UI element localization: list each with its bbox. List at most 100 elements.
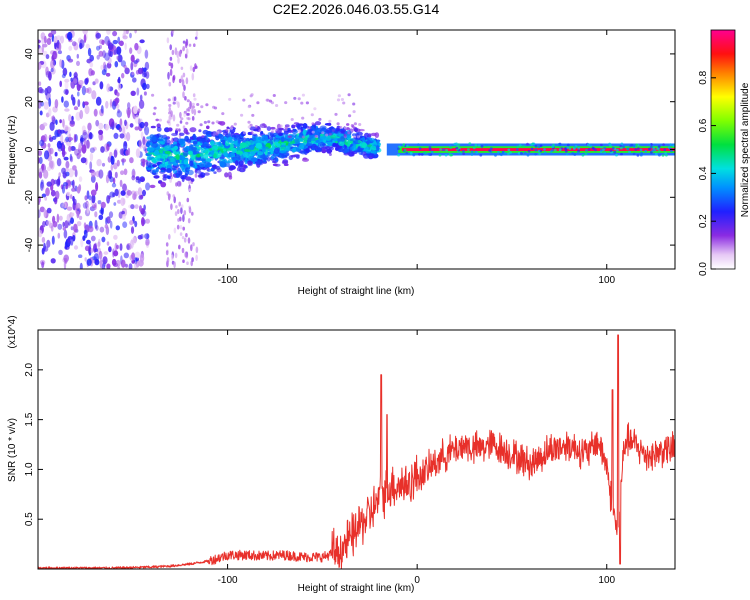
heatmap-cell [131, 259, 135, 264]
heatmap-cell [354, 127, 358, 133]
heatmap-cell [445, 149, 448, 152]
heatmap-cell [568, 147, 572, 150]
heatmap-cell [197, 110, 201, 114]
heatmap-cell [253, 128, 259, 132]
heatmap-cell [117, 108, 120, 114]
heatmap-cell [65, 185, 68, 190]
heatmap-cell [635, 143, 639, 147]
heatmap-cell [46, 220, 51, 226]
heatmap-cell [134, 126, 139, 131]
heatmap-cell [113, 149, 118, 158]
heatmap-cell [247, 120, 251, 124]
heatmap-cell [226, 126, 230, 130]
heatmap-cell [198, 161, 206, 168]
heatmap-cell [532, 142, 536, 146]
y-tick-label: 20 [24, 96, 35, 108]
spectrogram-xlabel: Height of straight line (km) [298, 286, 415, 297]
heatmap-cell [174, 211, 178, 217]
heatmap-cell [337, 94, 341, 98]
heatmap-cell [144, 233, 150, 240]
heatmap-cell [271, 160, 277, 164]
heatmap-cell [196, 103, 200, 106]
heatmap-cell [76, 210, 80, 219]
heatmap-cell [169, 178, 172, 183]
heatmap-cell [111, 182, 117, 188]
heatmap-cell [122, 198, 126, 205]
heatmap-cell [122, 35, 128, 40]
heatmap-cell [455, 142, 458, 145]
heatmap-cell [83, 222, 87, 229]
heatmap-cell [467, 148, 470, 151]
heatmap-cell [182, 226, 185, 231]
heatmap-cell [100, 134, 104, 141]
heatmap-cell [76, 60, 80, 66]
heatmap-cell [100, 201, 106, 209]
heatmap-cell [159, 149, 164, 154]
heatmap-cell [182, 40, 186, 44]
heatmap-cell [274, 138, 280, 142]
heatmap-cell [211, 145, 218, 152]
heatmap-cell [78, 80, 84, 85]
heatmap-cell [358, 123, 362, 126]
heatmap-cell [126, 132, 131, 142]
heatmap-cell [210, 150, 215, 156]
heatmap-cell [147, 151, 154, 155]
heatmap-cell [90, 175, 96, 183]
heatmap-cell [416, 143, 420, 146]
heatmap-cell [50, 59, 55, 70]
heatmap-cell [102, 256, 108, 265]
heatmap-cell [64, 108, 70, 112]
heatmap-cell [122, 183, 127, 192]
heatmap-cell [397, 153, 400, 157]
heatmap-cell [142, 158, 146, 168]
heatmap-cell [52, 215, 56, 224]
heatmap-cell [102, 50, 106, 58]
heatmap-cell [523, 151, 527, 154]
heatmap-cell [185, 121, 189, 125]
heatmap-cell [61, 96, 64, 103]
heatmap-cell [669, 143, 673, 146]
heatmap-cell [288, 135, 293, 139]
heatmap-cell [185, 233, 188, 238]
heatmap-cell [444, 153, 448, 157]
heatmap-cell [56, 178, 61, 187]
heatmap-cell [231, 135, 237, 138]
heatmap-cell [353, 135, 357, 139]
heatmap-cell [89, 132, 93, 140]
heatmap-cell [184, 251, 187, 258]
spectrogram-panel: -100 100 -40 -20 0 20 40 Height of straight li… [7, 29, 676, 297]
heatmap-cell [424, 151, 427, 155]
heatmap-cell [67, 236, 73, 240]
heatmap-cell [90, 170, 97, 177]
heatmap-cell [144, 121, 149, 127]
heatmap-cell [81, 144, 87, 154]
heatmap-cell [73, 133, 77, 143]
heatmap-cell [587, 148, 591, 151]
heatmap-cell [95, 96, 102, 106]
heatmap-cell [147, 167, 152, 171]
heatmap-cell [527, 150, 531, 153]
heatmap-cell [60, 35, 65, 44]
heatmap-cell [297, 97, 301, 101]
heatmap-cell [168, 106, 172, 113]
heatmap-cell [58, 42, 62, 51]
heatmap-cell [279, 150, 287, 154]
heatmap-cell [180, 204, 184, 209]
heatmap-cell [101, 236, 106, 243]
heatmap-cell [272, 94, 276, 97]
heatmap-cell [104, 123, 109, 131]
heatmap-cell [129, 32, 132, 39]
heatmap-cell [47, 166, 51, 172]
heatmap-cell [171, 254, 174, 261]
heatmap-cell [183, 237, 187, 243]
heatmap-cell [206, 125, 210, 130]
heatmap-cell [167, 175, 171, 180]
heatmap-cell [520, 151, 523, 155]
heatmap-cell [109, 50, 113, 58]
heatmap-cell [205, 145, 212, 149]
heatmap-cell [58, 215, 63, 221]
heatmap-cell [186, 99, 190, 103]
heatmap-cell [351, 125, 355, 129]
heatmap-cell [240, 113, 244, 117]
heatmap-cell [319, 125, 327, 130]
